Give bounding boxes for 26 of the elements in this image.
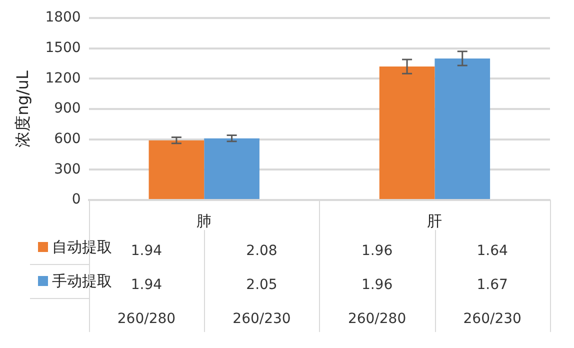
text: 2.05	[245, 276, 278, 295]
text: 1.96	[360, 276, 394, 295]
text: 260/230	[232, 310, 292, 329]
text: 260/230	[462, 310, 522, 329]
y-tick-label: 1800	[45, 10, 81, 26]
y-tick-label: 0	[72, 192, 81, 208]
y-tick-label: 1200	[45, 70, 81, 86]
text: 260/280	[116, 310, 177, 329]
text: 1.94	[130, 277, 162, 293]
text: 1.67	[476, 276, 509, 295]
y-tick-label: 300	[54, 161, 81, 178]
text: 1.64	[476, 242, 509, 261]
y-axis-title: 浓度ng/uL	[12, 70, 32, 148]
bar	[379, 66, 435, 199]
bar	[148, 140, 204, 199]
bar	[204, 138, 260, 199]
text: 1.94	[130, 243, 162, 259]
x-tick-label: 肝	[427, 212, 442, 230]
text: 2.08	[245, 242, 278, 261]
y-tick-label: 1500	[45, 40, 81, 56]
text: 260/280	[346, 310, 408, 329]
y-tick-label: 600	[54, 130, 81, 147]
text: 1.96	[360, 242, 394, 261]
y-tick-label: 900	[54, 100, 81, 117]
x-tick-label: 肺	[196, 212, 212, 230]
bar	[434, 58, 490, 199]
